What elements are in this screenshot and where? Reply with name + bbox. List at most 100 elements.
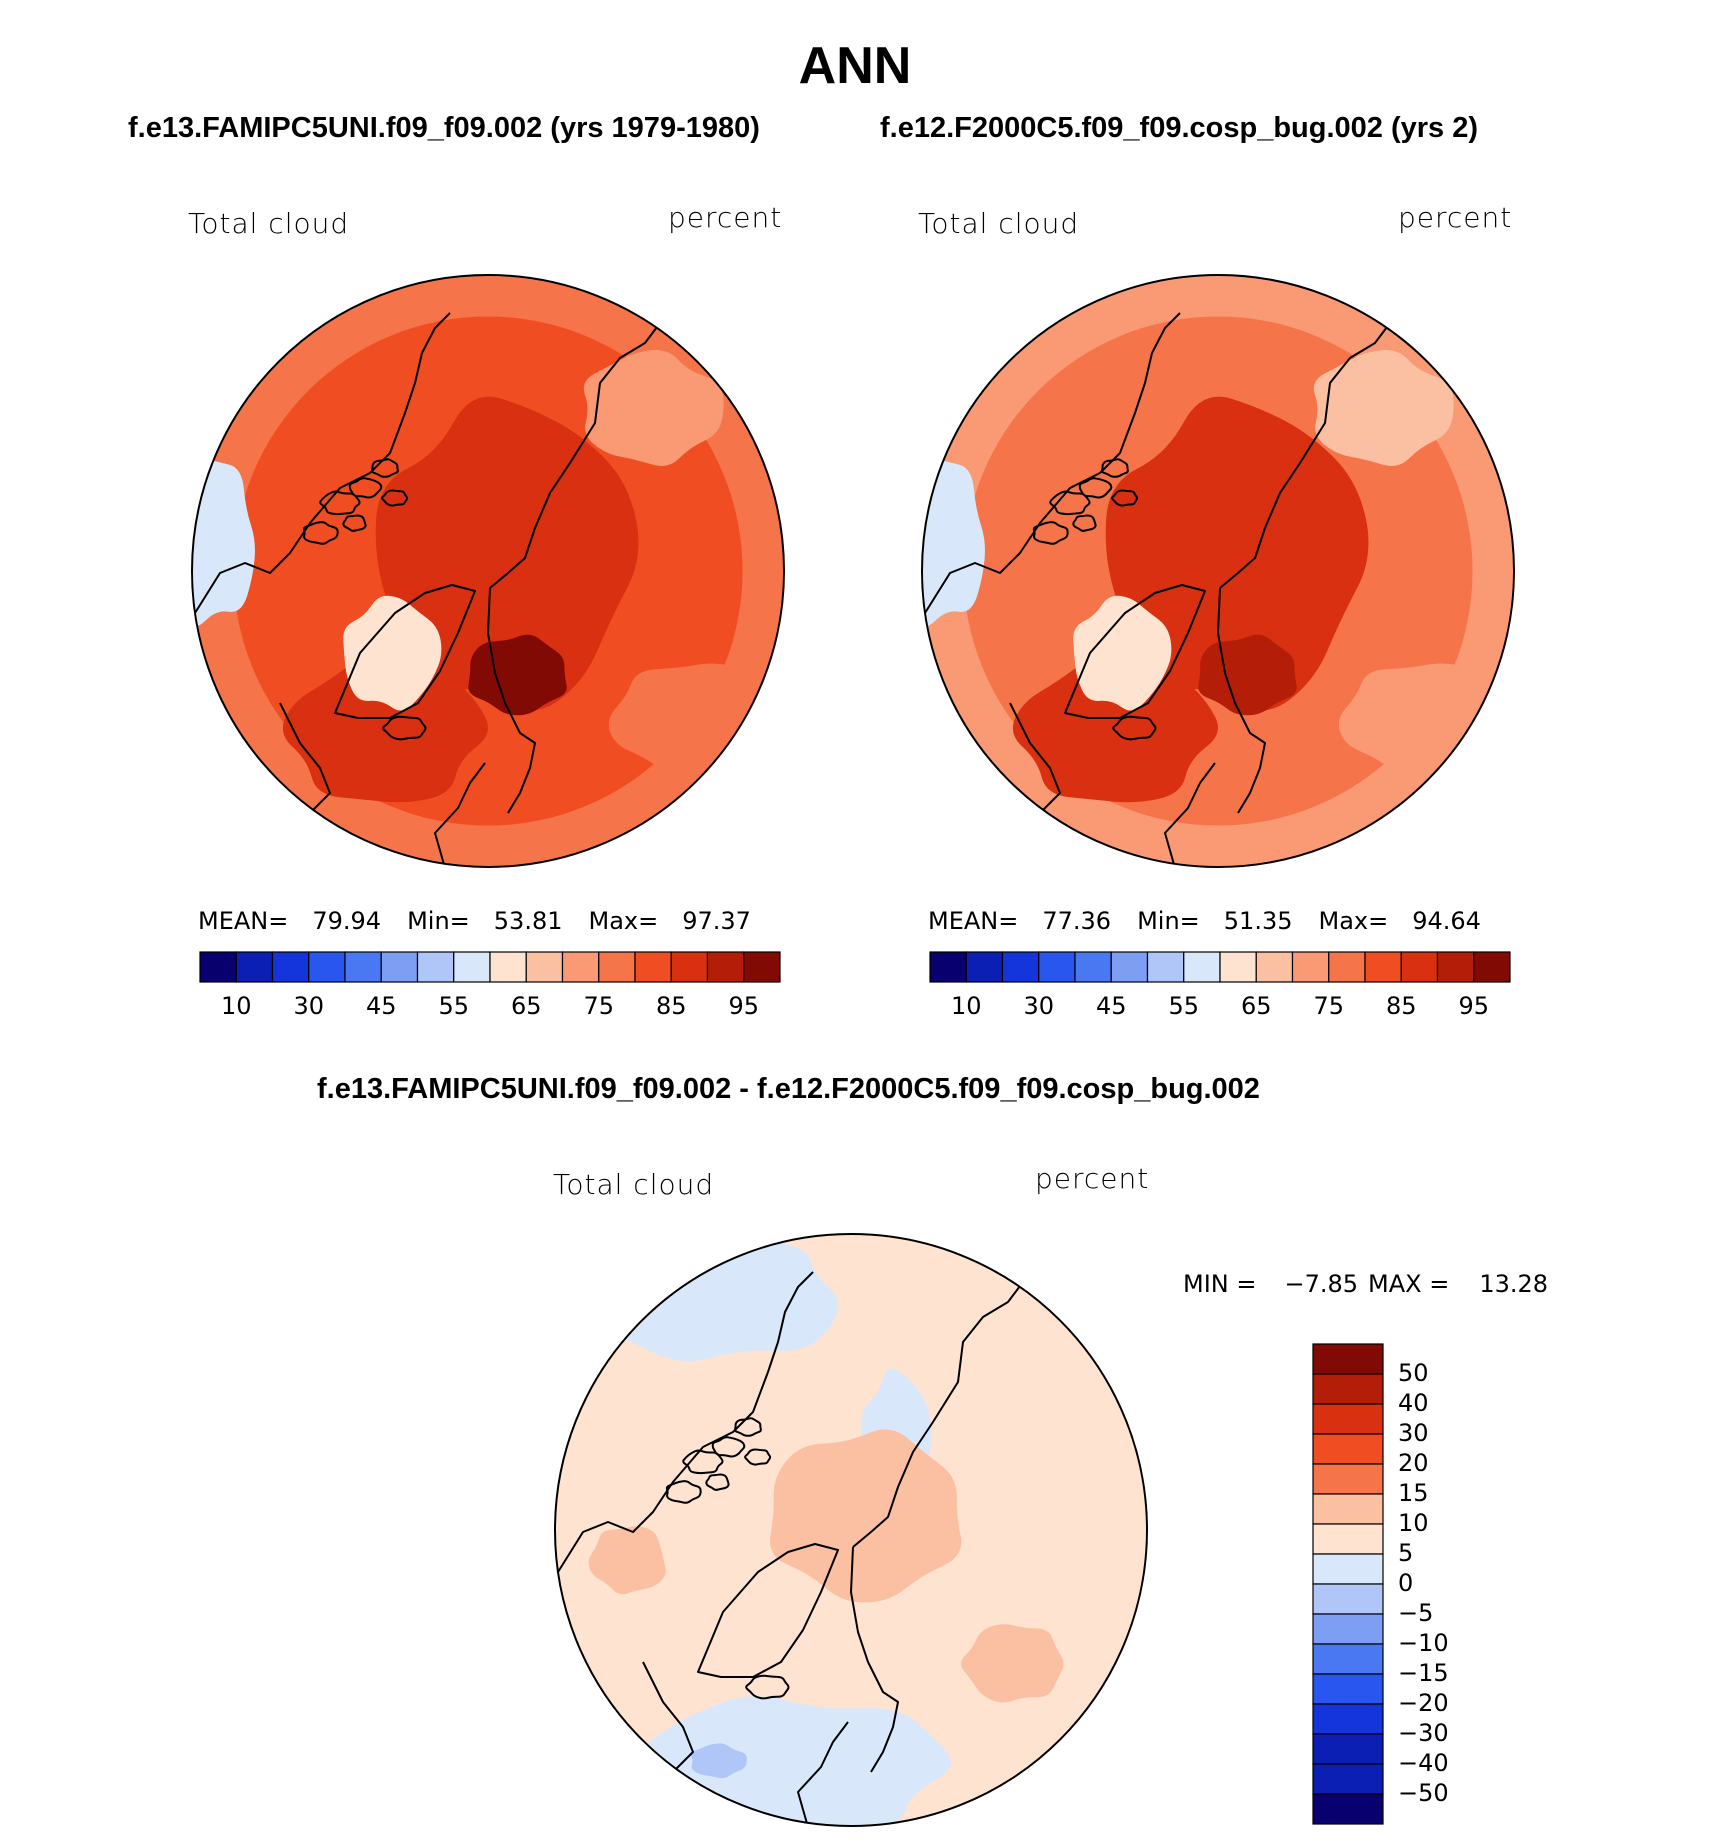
panel3-colorbar-swatch-11 xyxy=(1312,1673,1384,1705)
greenland-coastline xyxy=(697,1543,839,1678)
panel3-colorbar-swatch-2 xyxy=(1312,1403,1384,1435)
panel3-colorbar-swatch-12 xyxy=(1312,1703,1384,1735)
arctic-island-coastline xyxy=(381,489,409,507)
eurasia-coastline xyxy=(1219,307,1411,589)
panel3-colorbar-tick-label: −30 xyxy=(1398,1719,1449,1747)
panel1-mean-label: MEAN= xyxy=(198,907,289,935)
north-america-coastline xyxy=(194,312,451,614)
panel1-colorbar-swatch-0 xyxy=(199,951,237,983)
arctic-island-coastline xyxy=(744,1448,772,1466)
panel1-colorbar-swatch-6 xyxy=(416,951,455,983)
panel3-colorbar-tick-label: 40 xyxy=(1398,1389,1429,1417)
panel2-low-cloud-patch xyxy=(922,459,985,627)
panel3-colorbar-tick-label: −10 xyxy=(1398,1629,1449,1657)
panel3-colorbar-swatch-7 xyxy=(1312,1553,1384,1585)
greenland-coastline xyxy=(1064,584,1206,719)
panel2-colorbar-swatch-15 xyxy=(1473,951,1511,983)
main-title: ANN xyxy=(798,37,912,95)
panel3-colorbar-tick-label: −5 xyxy=(1398,1599,1434,1627)
panel1-stats: MEAN= 79.94 Min= 53.81 Max= 97.37 xyxy=(198,907,751,935)
panel2-colorbar-swatch-1 xyxy=(965,951,1004,983)
panel2-colorbar-tick-label: 75 xyxy=(1313,992,1345,1020)
panel2-colorbar-swatch-4 xyxy=(1074,951,1112,983)
europe-coastline xyxy=(434,762,486,867)
panel1-colorbar-tick-label: 95 xyxy=(728,992,760,1020)
panel2-colorbar-tick-label: 45 xyxy=(1095,992,1127,1020)
panel2-greenland-low xyxy=(1073,595,1172,711)
panel3-colorbar xyxy=(1312,1343,1384,1825)
panel1-colorbar-swatch-15 xyxy=(743,951,781,983)
north-america-coastline xyxy=(924,312,1181,614)
panel1-colorbar-swatch-10 xyxy=(561,951,600,983)
panel3-strong-negative-patch xyxy=(690,1743,747,1779)
panel2-map-border xyxy=(921,274,1515,868)
panel1-colorbar-swatch-3 xyxy=(308,951,346,983)
arctic-island-coastline xyxy=(1078,477,1113,499)
panel3-positive-patch xyxy=(588,1526,666,1595)
panel2-colorbar-swatch-5 xyxy=(1110,951,1149,983)
panel2-colorbar-tick-label: 30 xyxy=(1023,992,1055,1020)
panel3-colorbar-tick-label: 10 xyxy=(1398,1509,1429,1537)
panel3-colorbar-tick-label: −15 xyxy=(1398,1659,1449,1687)
panel3-colorbar-tick-label: −40 xyxy=(1398,1749,1449,1777)
panel1-light-patch xyxy=(583,350,724,466)
panel1-units-label: percent xyxy=(668,201,783,234)
panel1-mean: 79.94 xyxy=(312,907,382,935)
panel3-colorbar-swatch-15 xyxy=(1312,1793,1384,1825)
panel1-colorbar-swatch-9 xyxy=(525,951,564,983)
panel3-units-label: percent xyxy=(1035,1162,1150,1195)
panel3-colorbar-tick-label: 15 xyxy=(1398,1479,1429,1507)
arctic-island-coastline xyxy=(665,1480,702,1504)
panel1-case-title: f.e13.FAMIPC5UNI.f09_f09.002 (yrs 1979-1… xyxy=(128,112,760,144)
panel2-colorbar-swatch-13 xyxy=(1400,951,1439,983)
panel2-arctic-core xyxy=(1105,396,1369,711)
panel2-min: 51.35 xyxy=(1223,907,1293,935)
greenland-coastline xyxy=(334,584,476,719)
panel1-colorbar-swatch-11 xyxy=(598,951,636,983)
panel3-polar-map xyxy=(554,1233,1148,1827)
panel1-colorbar-swatch-13 xyxy=(670,951,709,983)
arctic-island-coastline xyxy=(371,458,399,478)
panel3-positive-patch xyxy=(769,1429,962,1603)
panel1-min-label: Min= xyxy=(407,907,470,935)
panel2-colorbar-swatch-9 xyxy=(1255,951,1294,983)
panel2-mean-label: MEAN= xyxy=(928,907,1019,935)
panel2-colorbar-tick-label: 65 xyxy=(1240,992,1272,1020)
panel2-colorbar-swatch-10 xyxy=(1291,951,1330,983)
panel3-colorbar-tick-label: 0 xyxy=(1398,1569,1414,1597)
panel3-map-border xyxy=(554,1233,1148,1827)
panel1-min: 53.81 xyxy=(493,907,563,935)
panel1-low-cloud-patch xyxy=(192,459,255,627)
panel2-left-label: Total cloud xyxy=(918,207,1080,240)
panel3-colorbar-swatch-8 xyxy=(1312,1583,1384,1615)
panel3-colorbar-ticks: 50 40 30 20 15 10 5 0 −5 −10 −15 −20 −30 −40 −50 xyxy=(1398,1344,1498,1824)
panel3-max-label: MAX = xyxy=(1368,1270,1450,1298)
panel2-polar-map xyxy=(921,274,1515,868)
panel1-max: 97.37 xyxy=(682,907,751,935)
panel2-colorbar-ticks: 10 30 45 55 65 75 85 95 xyxy=(930,992,1510,1022)
panel3-colorbar-tick-label: 30 xyxy=(1398,1419,1429,1447)
panel1-max-label: Max= xyxy=(588,907,659,935)
panel1-colorbar-tick-label: 10 xyxy=(220,992,252,1020)
panel2-colorbar-swatch-6 xyxy=(1146,951,1185,983)
panel2-max-label: Max= xyxy=(1318,907,1389,935)
panel1-maximum-region xyxy=(468,634,567,716)
panel2-colorbar xyxy=(929,951,1511,983)
panel3-max: 13.28 xyxy=(1479,1270,1549,1298)
panel2-min-label: Min= xyxy=(1137,907,1200,935)
panel2-colorbar-swatch-14 xyxy=(1436,951,1475,983)
europe-coastline xyxy=(797,1721,849,1826)
panel3-colorbar-swatch-4 xyxy=(1312,1463,1384,1495)
panel1-colorbar-tick-label: 55 xyxy=(438,992,470,1020)
panel1-colorbar-swatch-5 xyxy=(380,951,419,983)
panel1-colorbar-tick-label: 75 xyxy=(583,992,615,1020)
panel3-colorbar-swatch-10 xyxy=(1312,1643,1384,1675)
arctic-island-coastline xyxy=(705,1473,730,1491)
panel3-min: −7.85 xyxy=(1284,1270,1359,1298)
panel2-colorbar-swatch-11 xyxy=(1328,951,1366,983)
panel1-colorbar-tick-label: 85 xyxy=(655,992,687,1020)
panel1-colorbar-swatch-8 xyxy=(489,951,527,983)
arctic-island-coastline xyxy=(734,1417,762,1437)
europe-coastline xyxy=(1164,762,1216,867)
panel1-colorbar xyxy=(199,951,781,983)
